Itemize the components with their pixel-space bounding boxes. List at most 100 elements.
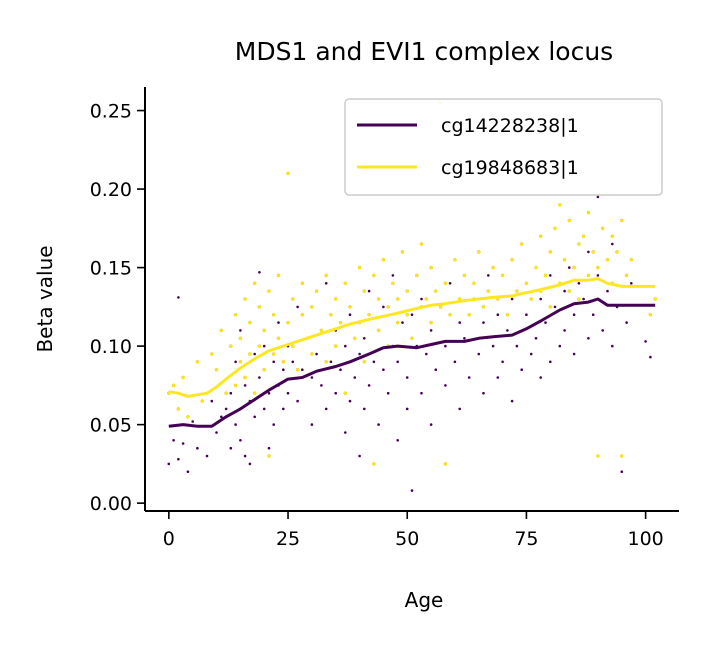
- data-point-series-1: [605, 289, 610, 294]
- data-point-series-1: [600, 328, 605, 333]
- data-point-series-2: [295, 367, 300, 372]
- data-point-series-1: [457, 406, 462, 411]
- data-point-series-2: [310, 352, 314, 356]
- data-point-series-1: [286, 391, 290, 396]
- data-point-series-1: [300, 367, 305, 372]
- data-point-series-1: [281, 406, 286, 411]
- data-point-series-2: [400, 250, 405, 254]
- data-point-series-2: [338, 320, 343, 325]
- data-point-series-1: [324, 281, 329, 286]
- data-point-series-2: [629, 257, 634, 262]
- data-point-series-2: [405, 289, 410, 293]
- data-point-series-1: [419, 391, 424, 396]
- data-point-series-1: [357, 352, 362, 356]
- data-point-series-2: [224, 391, 228, 396]
- data-point-series-2: [248, 320, 252, 325]
- data-point-series-1: [386, 391, 391, 396]
- data-point-series-2: [500, 273, 505, 278]
- legend: cg14228238|1 cg19848683|1: [344, 98, 663, 196]
- data-point-series-1: [324, 406, 329, 411]
- data-point-series-2: [300, 281, 305, 286]
- data-point-series-2: [324, 359, 329, 364]
- data-point-series-1: [371, 359, 376, 364]
- data-point-series-1: [214, 430, 219, 435]
- data-point-series-1: [267, 446, 271, 451]
- data-point-series-2: [362, 289, 367, 293]
- data-point-series-2: [486, 289, 491, 293]
- data-point-series-2: [381, 257, 386, 262]
- data-point-series-2: [238, 336, 243, 341]
- data-point-series-2: [605, 257, 610, 262]
- data-point-series-1: [362, 406, 367, 411]
- data-point-series-1: [433, 367, 438, 372]
- data-point-series-1: [176, 295, 181, 300]
- data-point-series-2: [372, 273, 376, 278]
- data-point-series-2: [195, 359, 200, 364]
- data-point-series-2: [591, 250, 596, 254]
- x-tick-label: 100: [627, 528, 663, 550]
- data-point-series-2: [424, 297, 429, 301]
- data-point-series-1: [295, 399, 300, 404]
- data-point-series-1: [343, 344, 348, 349]
- data-point-series-2: [372, 462, 376, 466]
- data-point-series-2: [391, 281, 395, 286]
- data-point-series-2: [376, 297, 381, 301]
- data-point-series-2: [281, 359, 286, 364]
- data-point-series-2: [228, 344, 233, 348]
- data-point-series-2: [572, 265, 576, 270]
- data-point-series-1: [577, 281, 581, 286]
- data-point-series-1: [252, 352, 257, 356]
- data-point-series-1: [233, 422, 238, 427]
- data-point-series-1: [271, 422, 276, 427]
- data-point-series-1: [519, 367, 524, 372]
- data-point-series-1: [505, 328, 510, 333]
- data-point-series-2: [238, 359, 243, 364]
- data-point-series-2: [376, 328, 381, 333]
- data-point-series-1: [524, 312, 529, 317]
- data-point-series-1: [476, 352, 481, 356]
- data-point-series-2: [467, 312, 472, 317]
- data-point-series-1: [367, 289, 372, 294]
- data-point-series-2: [524, 281, 529, 286]
- data-point-series-1: [495, 375, 500, 380]
- trend-line-series-2: [168, 277, 656, 398]
- data-point-series-1: [405, 375, 410, 380]
- data-point-series-1: [271, 359, 276, 364]
- data-point-series-2: [476, 250, 481, 254]
- data-point-series-1: [553, 304, 557, 309]
- data-point-series-2: [562, 257, 567, 262]
- data-point-series-1: [424, 352, 429, 356]
- data-point-series-1: [596, 194, 600, 199]
- data-point-series-2: [577, 297, 581, 301]
- data-point-series-1: [629, 281, 634, 286]
- data-point-series-1: [448, 281, 453, 286]
- data-point-series-1: [624, 320, 629, 325]
- data-point-series-2: [472, 281, 476, 286]
- data-point-series-1: [257, 270, 262, 275]
- data-point-series-1: [309, 422, 314, 427]
- points-layer: [166, 100, 658, 493]
- data-point-series-2: [481, 305, 486, 309]
- data-point-series-2: [553, 226, 557, 231]
- data-point-series-1: [224, 406, 229, 411]
- data-point-series-1: [357, 454, 362, 458]
- data-point-series-2: [286, 171, 290, 176]
- data-point-series-2: [319, 328, 324, 333]
- data-point-series-1: [247, 461, 252, 466]
- data-point-series-2: [596, 454, 600, 458]
- data-point-series-2: [548, 305, 553, 309]
- data-point-series-1: [481, 391, 486, 396]
- data-point-series-2: [333, 344, 338, 348]
- data-point-series-1: [586, 336, 591, 341]
- data-point-series-1: [548, 273, 553, 278]
- data-point-series-1: [481, 320, 486, 325]
- data-point-series-2: [209, 352, 214, 356]
- data-point-series-2: [276, 273, 281, 278]
- data-point-series-1: [343, 430, 348, 435]
- data-point-series-1: [376, 422, 381, 427]
- data-point-series-1: [181, 441, 186, 446]
- trend-layer: [168, 277, 656, 428]
- data-point-series-1: [228, 391, 233, 396]
- data-point-series-2: [362, 359, 367, 364]
